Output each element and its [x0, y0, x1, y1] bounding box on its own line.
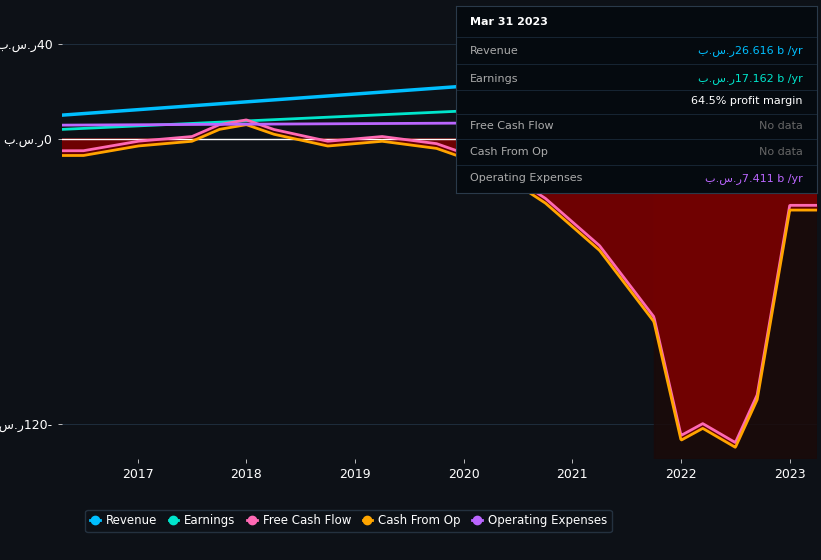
Text: Cash From Op: Cash From Op — [470, 147, 548, 157]
Text: No data: No data — [759, 120, 802, 130]
Text: Operating Expenses: Operating Expenses — [470, 173, 582, 183]
Bar — [654, 8, 817, 459]
Text: Free Cash Flow: Free Cash Flow — [470, 120, 553, 130]
Text: Mar 31 2023: Mar 31 2023 — [470, 17, 548, 27]
Text: No data: No data — [759, 147, 802, 157]
Text: Earnings: Earnings — [470, 74, 519, 84]
Text: Revenue: Revenue — [470, 45, 519, 55]
Text: ب.س.ر26.616 b /yr: ب.س.ر26.616 b /yr — [698, 45, 802, 56]
Legend: Revenue, Earnings, Free Cash Flow, Cash From Op, Operating Expenses: Revenue, Earnings, Free Cash Flow, Cash … — [85, 510, 612, 532]
Text: ب.س.ر17.162 b /yr: ب.س.ر17.162 b /yr — [698, 73, 802, 84]
Text: ب.س.ر7.411 b /yr: ب.س.ر7.411 b /yr — [704, 172, 802, 184]
Text: 64.5% profit margin: 64.5% profit margin — [691, 96, 802, 106]
